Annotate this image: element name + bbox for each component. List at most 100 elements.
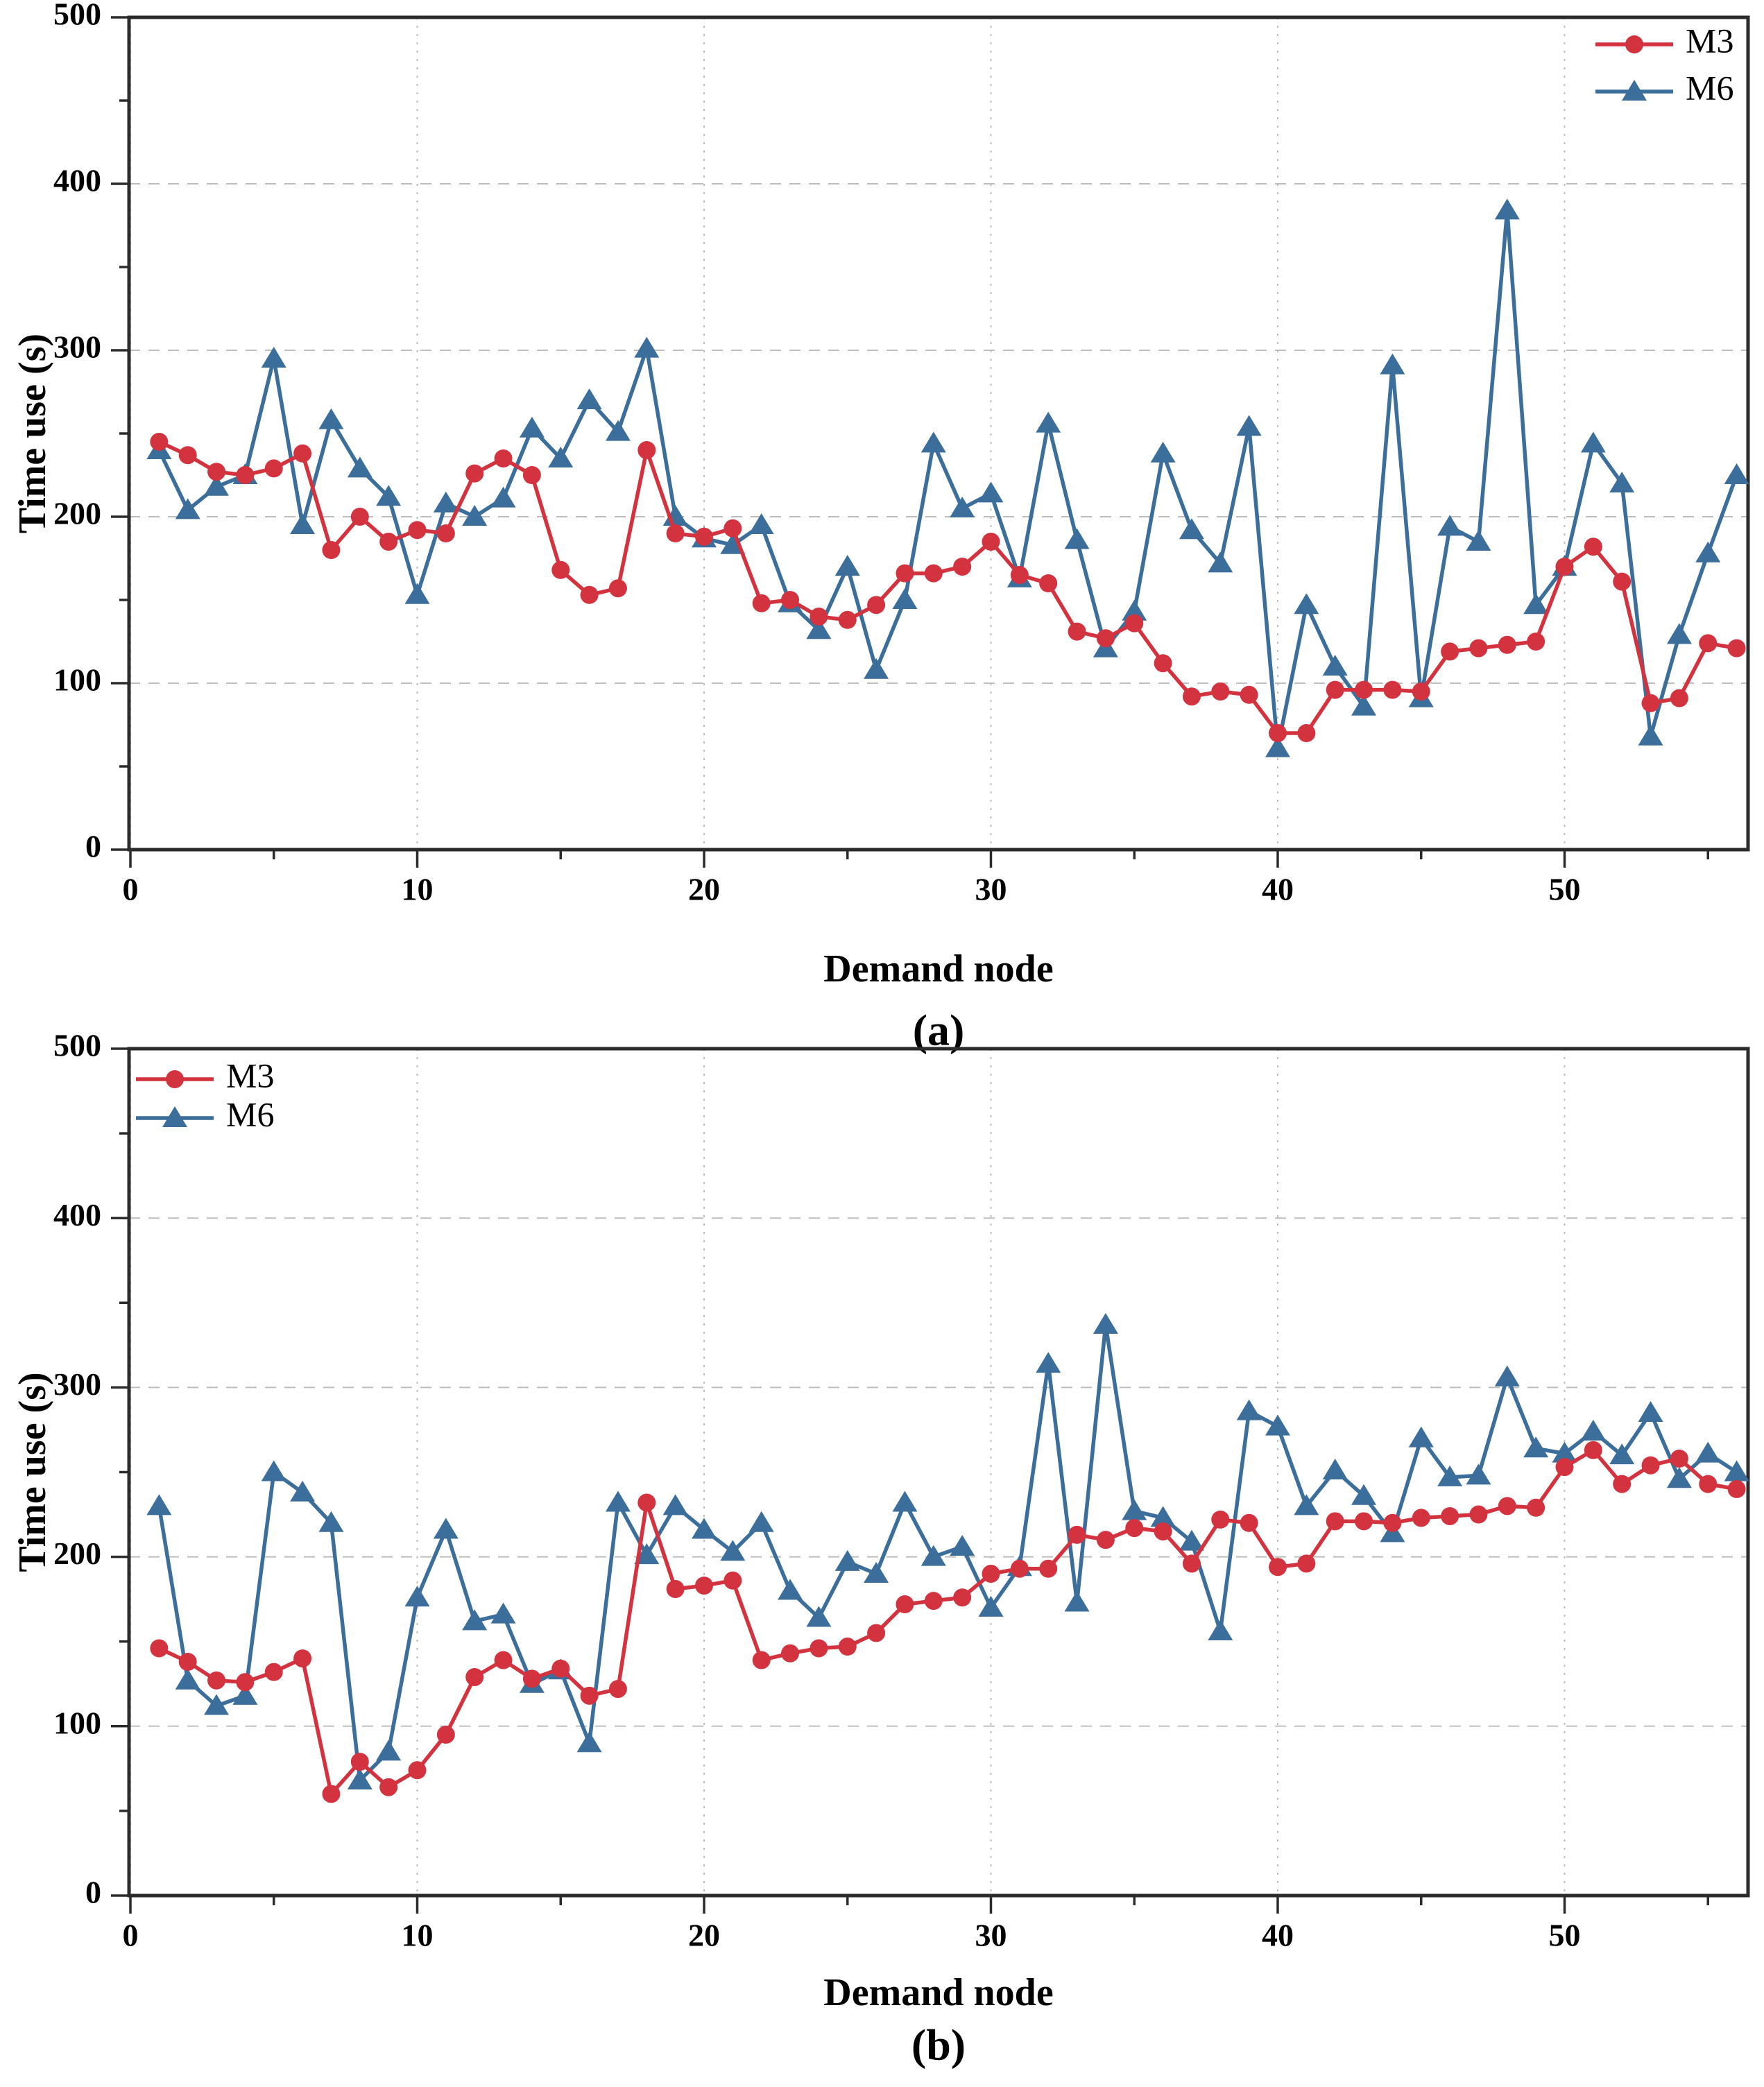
series-m6-point (1666, 623, 1692, 644)
series-m6-point (1122, 1499, 1147, 1520)
series-m6-point (232, 1683, 258, 1705)
x-tick-label: 40 (1262, 872, 1294, 907)
series-m3-point (1527, 633, 1545, 651)
series-m6-point (605, 420, 631, 441)
series-m6-point (204, 474, 230, 496)
series-m3-point (1527, 1498, 1545, 1517)
series-m3-point (1699, 1475, 1718, 1493)
y-tick-label: 200 (53, 496, 101, 531)
series-m6-point (1494, 198, 1520, 220)
y-tick-label: 200 (53, 1536, 101, 1571)
series-m3-point (723, 519, 742, 538)
series-m3-point (896, 1595, 914, 1613)
series-m3-point (1240, 685, 1258, 704)
series-m6-point (376, 485, 402, 506)
series-m6-point (548, 447, 574, 467)
series-m3-point (810, 608, 828, 626)
x-tick-label: 50 (1549, 1918, 1581, 1953)
series-m6-point (1724, 463, 1749, 484)
series-m3-point (1068, 1525, 1086, 1544)
series-m3-point (1641, 694, 1660, 712)
series-m3-point (494, 449, 513, 467)
series-m3-point (810, 1639, 828, 1658)
series-m6-point (1580, 1419, 1606, 1441)
series-m3-point (1010, 1559, 1029, 1578)
series-m3-point (867, 1624, 886, 1642)
series-m6-point (1179, 518, 1204, 540)
x-tick-label: 20 (688, 872, 720, 907)
series-m3-point (1555, 1458, 1574, 1477)
series-m6-point (576, 388, 602, 409)
series-m6-point (1695, 1441, 1721, 1463)
series-m3-point (1182, 687, 1201, 706)
series-m3-point (1727, 1479, 1746, 1498)
series-m3-point (1154, 1522, 1172, 1540)
x-tick-label: 0 (123, 1918, 139, 1953)
series-m3-point (752, 1651, 771, 1669)
series-m3-point (1727, 639, 1746, 658)
y-tick-label: 300 (53, 1366, 101, 1402)
series-m6-point (1695, 541, 1721, 562)
series-m3-point (1670, 1449, 1688, 1468)
series-m6-point (720, 1540, 746, 1561)
y-tick-label: 400 (53, 163, 101, 198)
series-m3-point (1412, 1509, 1430, 1527)
series-m6-point (519, 416, 545, 438)
series-m6-point (1351, 1484, 1377, 1505)
series-m6-point (1552, 1441, 1577, 1463)
series-m3-point (494, 1651, 513, 1669)
x-tick-label: 0 (123, 872, 139, 907)
series-m3-point (1498, 1497, 1516, 1515)
series-m6-point (1437, 515, 1463, 536)
series-m6-point (1609, 1443, 1635, 1465)
series-m6-point (950, 497, 975, 517)
series-m6-point (1265, 1414, 1290, 1436)
series-m3-point (1297, 724, 1316, 742)
series-m3-point (408, 521, 427, 540)
series-m3-point (1469, 1505, 1488, 1524)
series-m6-point (864, 658, 889, 679)
series-m6-point (834, 1549, 860, 1571)
series-m3-point (953, 1588, 972, 1607)
y-axis-title: Time use (s) (11, 334, 54, 533)
series-m3-point (752, 594, 771, 612)
series-m3-point (1326, 1512, 1344, 1531)
series-m3-point (1096, 629, 1115, 648)
series-m6-point (834, 555, 860, 576)
series-m6-point (290, 1480, 316, 1502)
series-m6-point (778, 1579, 803, 1600)
series-m3-point (322, 1785, 341, 1803)
series-m3-point (838, 610, 857, 629)
series-m3-point (608, 579, 627, 598)
series-m3-point (551, 560, 570, 579)
series-m3-point (1010, 566, 1029, 584)
series-m3-point (1383, 1513, 1402, 1532)
chart-caption: (b) (911, 2020, 966, 2070)
series-m6-point (404, 1586, 430, 1607)
y-tick-label: 500 (53, 1028, 101, 1063)
series-m3-point (982, 533, 1000, 551)
legend-marker-m6 (1622, 80, 1647, 101)
legend-label-m3: M3 (1686, 21, 1733, 60)
series-m6-point (692, 1518, 717, 1539)
series-m3-point (608, 1680, 627, 1699)
legend-marker-m3 (166, 1070, 184, 1088)
series-m3-point (350, 1753, 369, 1771)
series-m6-point (1724, 1460, 1749, 1481)
series-m6-point (175, 498, 200, 519)
series-m6-point (1523, 1436, 1549, 1458)
series-m3-point (522, 466, 541, 484)
series-m3-point (551, 1659, 570, 1678)
series-m6-point (1208, 551, 1233, 573)
series-m6-point (462, 1609, 488, 1631)
series-m6-point (1580, 431, 1606, 453)
series-m6-point (1294, 593, 1319, 615)
series-m3-point (264, 1663, 283, 1681)
series-m6-point (1408, 1426, 1434, 1448)
legend-label-m3: M3 (226, 1056, 274, 1094)
series-m3-point (1154, 654, 1172, 673)
x-tick-label: 10 (402, 1918, 434, 1953)
series-m6-point (175, 1668, 200, 1690)
series-m3-point (1269, 724, 1287, 742)
